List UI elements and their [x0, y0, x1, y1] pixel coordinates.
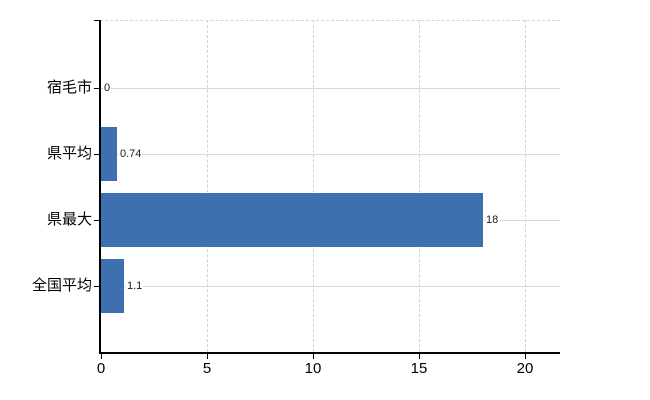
x-axis-tick	[313, 354, 314, 359]
x-tick-label: 5	[202, 360, 212, 377]
x-tick-label: 15	[410, 360, 428, 377]
y-axis-tick	[94, 154, 100, 155]
y-axis	[99, 20, 101, 354]
x-axis	[99, 352, 560, 354]
y-axis-end-tick	[94, 20, 100, 21]
category-label: 県平均	[46, 145, 92, 162]
bar	[101, 193, 483, 247]
y-axis-tick	[94, 220, 100, 221]
y-axis-tick	[94, 286, 100, 287]
h-gridline	[101, 88, 560, 89]
x-axis-tick	[101, 354, 102, 359]
x-tick-label: 0	[96, 360, 106, 377]
x-tick-label: 20	[516, 360, 534, 377]
bar-value-label: 0.74	[119, 147, 143, 161]
x-axis-tick	[207, 354, 208, 359]
x-axis-tick	[419, 354, 420, 359]
h-gridline	[101, 154, 560, 155]
bar	[101, 259, 124, 313]
x-axis-tick	[525, 354, 526, 359]
h-gridline	[101, 286, 560, 287]
v-gridline	[313, 20, 314, 352]
x-tick-label: 10	[304, 360, 322, 377]
v-gridline	[419, 20, 420, 352]
bar-value-label: 18	[485, 213, 500, 227]
category-label: 全国平均	[31, 277, 92, 294]
bar-value-label: 0	[103, 81, 112, 95]
v-gridline	[525, 20, 526, 352]
category-label: 宿毛市	[46, 79, 92, 96]
bar	[101, 127, 117, 181]
y-axis-tick	[94, 88, 100, 89]
plot-top-border	[100, 20, 560, 21]
category-label: 県最大	[46, 211, 92, 228]
bar-value-label: 1.1	[126, 279, 144, 293]
v-gridline	[207, 20, 208, 352]
